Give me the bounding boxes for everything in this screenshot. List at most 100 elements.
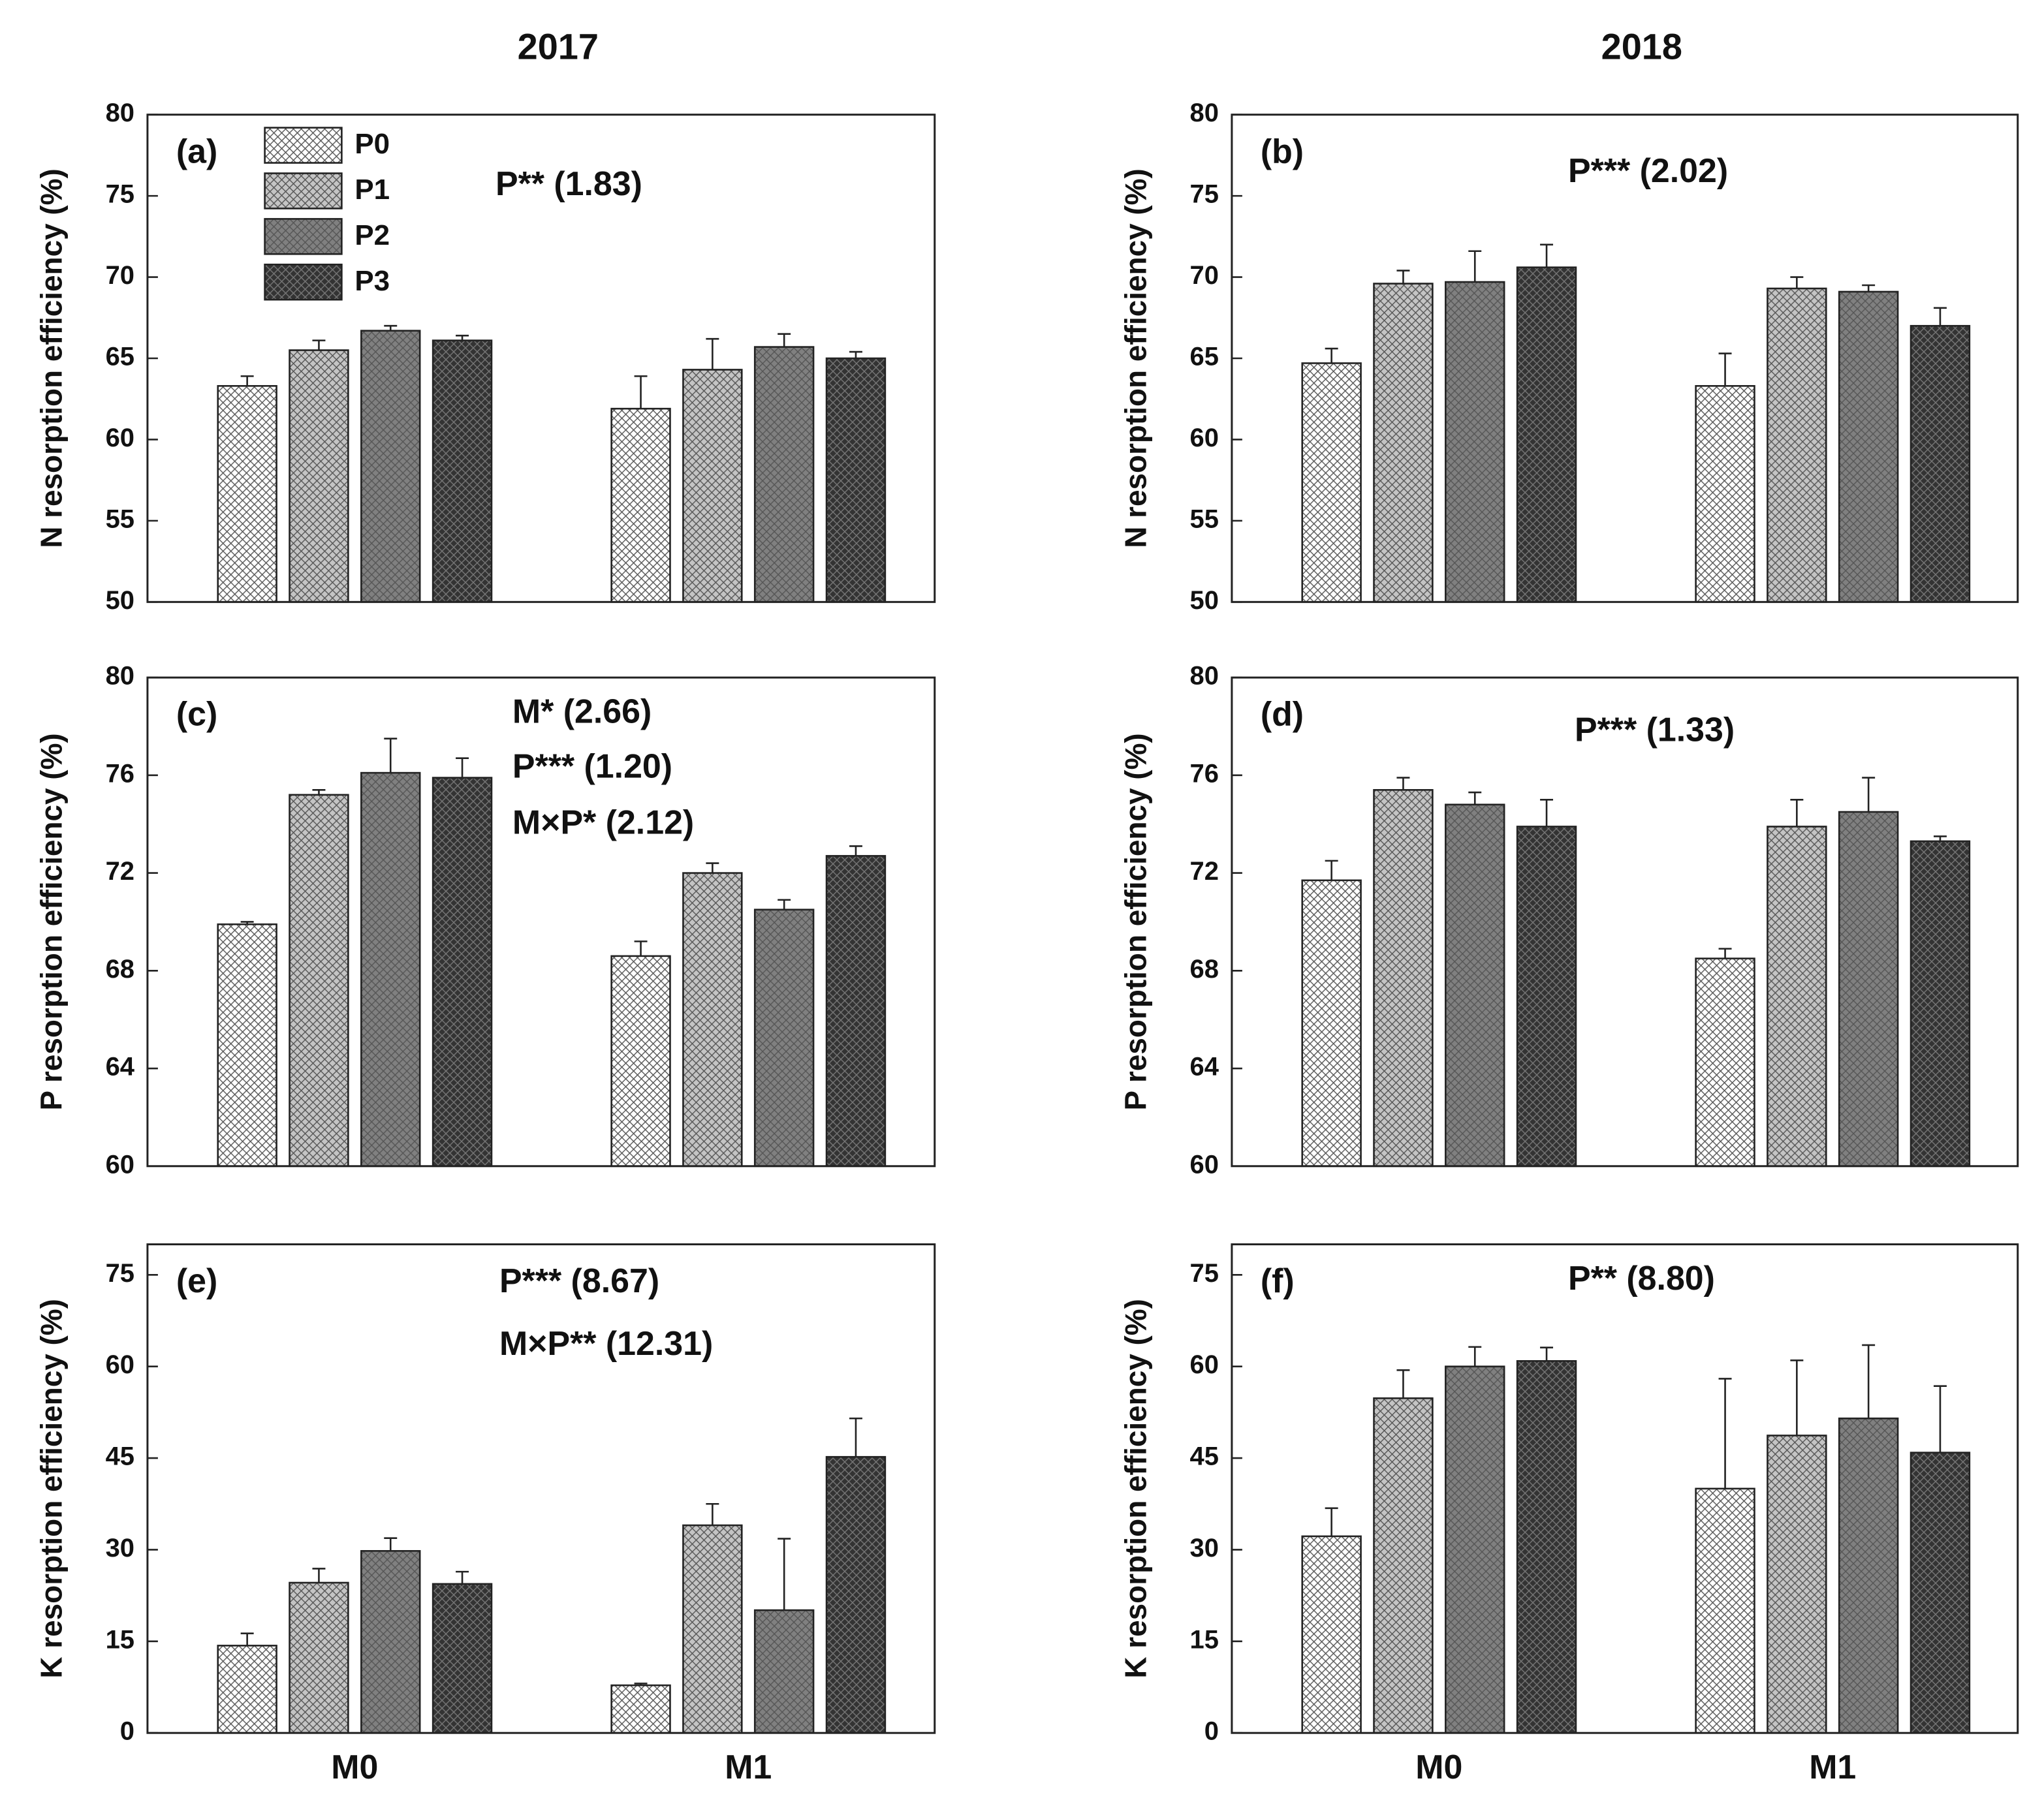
error-bar (1325, 347, 1338, 364)
y-axis-label: K resorption efficiency (%) (1118, 1299, 1152, 1679)
y-tick-label: 45 (106, 1442, 134, 1471)
y-tick-label: 72 (106, 857, 134, 886)
bar (1301, 879, 1362, 1168)
y-tick-label: 15 (1190, 1625, 1219, 1654)
y-tick-label: 45 (1190, 1442, 1219, 1471)
legend-label: P3 (354, 265, 390, 297)
error-bar (1396, 777, 1410, 790)
bar (1838, 1417, 1899, 1734)
y-tick-label: 64 (106, 1053, 134, 1081)
error-bar (1718, 352, 1732, 386)
bar (1838, 290, 1899, 603)
plot-frame (146, 1243, 936, 1734)
error-bar (1540, 798, 1554, 827)
bar (432, 777, 493, 1168)
y-tick-label: 75 (106, 180, 134, 209)
panel-label: (f) (1261, 1262, 1295, 1299)
y-tick-label: 50 (1190, 586, 1219, 615)
error-bar (1396, 270, 1410, 284)
panel-label: (c) (176, 695, 217, 733)
error-bar (778, 1538, 791, 1611)
y-axis-label: N resorption efficiency (%) (1118, 168, 1152, 548)
error-bar (706, 1502, 719, 1526)
annotation: P*** (8.67) (499, 1262, 659, 1299)
error-bar (384, 1537, 398, 1551)
error-bar (1790, 1359, 1804, 1436)
error-bar (1325, 1507, 1338, 1536)
bar (610, 407, 671, 603)
annotation: M×P** (12.31) (499, 1324, 713, 1362)
bar (1445, 803, 1505, 1168)
annotation: P*** (2.02) (1568, 151, 1728, 189)
bar (753, 909, 815, 1168)
y-axis-label: N resorption efficiency (%) (34, 168, 68, 548)
error-bar (634, 1683, 648, 1686)
panel-label: (d) (1261, 695, 1304, 733)
bar (682, 1524, 743, 1734)
y-tick-label: 65 (1190, 343, 1219, 371)
bar (217, 923, 277, 1168)
y-tick-label: 0 (120, 1717, 134, 1746)
y-tick-label: 15 (106, 1625, 134, 1654)
error-bar (634, 940, 648, 956)
y-tick-label: 68 (1190, 955, 1219, 984)
bar (825, 357, 887, 603)
legend-swatch (264, 172, 343, 210)
error-bar (456, 757, 469, 778)
bar (1301, 1535, 1362, 1734)
annotation: P*** (1.33) (1575, 711, 1735, 749)
bar (1516, 1359, 1577, 1734)
error-bar (1718, 1378, 1732, 1489)
error-bar (706, 337, 719, 370)
y-axis-label: P resorption efficiency (%) (1118, 733, 1152, 1110)
annotation: M×P* (2.12) (512, 803, 694, 841)
y-tick-label: 64 (1190, 1053, 1219, 1081)
bar (1695, 385, 1755, 603)
bar (217, 385, 277, 603)
y-tick-label: 65 (106, 343, 134, 371)
x-tick-label: M0 (331, 1748, 378, 1786)
y-tick-label: 55 (1190, 505, 1219, 533)
bar (1767, 1435, 1827, 1734)
y-tick-label: 60 (1190, 1150, 1219, 1179)
error-bar (384, 324, 398, 331)
legend-swatch (264, 218, 343, 255)
plot-frame (1231, 676, 2019, 1168)
y-axis-label: K resorption efficiency (%) (34, 1299, 68, 1679)
panel-label: (b) (1261, 132, 1304, 170)
error-bar (1933, 1385, 1947, 1453)
y-tick-label: 60 (1190, 424, 1219, 452)
legend-label: P1 (354, 174, 390, 206)
error-bar (1540, 1346, 1554, 1361)
y-axis-label: P resorption efficiency (%) (34, 733, 68, 1110)
y-tick-label: 80 (1190, 662, 1219, 691)
bar (289, 349, 349, 603)
bar (1767, 287, 1827, 603)
bar (360, 330, 421, 603)
bar (1910, 324, 1971, 603)
error-bar (1862, 284, 1876, 292)
error-bar (312, 1568, 326, 1583)
panel-label: (e) (176, 1262, 217, 1299)
x-tick-label: M1 (725, 1748, 772, 1786)
error-bar (1468, 791, 1482, 805)
bar (610, 1684, 671, 1734)
bar (289, 794, 349, 1168)
bar (753, 346, 815, 603)
bar (1373, 789, 1434, 1168)
bar (753, 1609, 815, 1734)
y-tick-label: 80 (1190, 99, 1219, 127)
bar (1301, 362, 1362, 603)
y-tick-label: 0 (1204, 1717, 1219, 1746)
y-tick-label: 80 (106, 662, 134, 691)
error-bar (1933, 307, 1947, 326)
panel-label: (a) (176, 132, 217, 170)
error-bar (1396, 1369, 1410, 1399)
y-tick-label: 70 (1190, 261, 1219, 290)
bar (1910, 840, 1971, 1168)
plot-frame (1231, 1243, 2019, 1734)
y-tick-label: 80 (106, 99, 134, 127)
error-bar (1325, 860, 1338, 880)
bar (432, 1583, 493, 1734)
bar (1838, 811, 1899, 1168)
